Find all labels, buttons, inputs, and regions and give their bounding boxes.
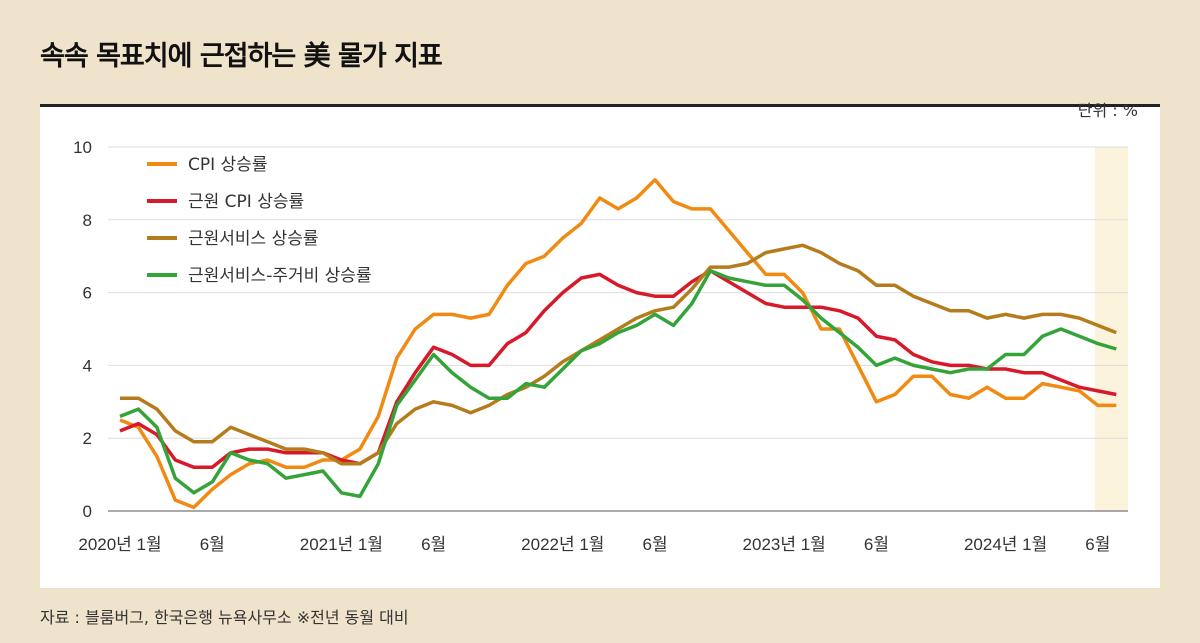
x-tick-label: 2020년 1월 <box>78 535 161 554</box>
source-note: 자료 : 블룸버그, 한국은행 뉴욕사무소 ※전년 동월 대비 <box>40 608 409 627</box>
series-line-2 <box>119 269 1117 470</box>
y-tick-label: 10 <box>73 138 92 157</box>
x-tick-label: 2024년 1월 <box>964 535 1047 554</box>
legend-label-1: CPI 상승률 <box>188 155 267 175</box>
x-tick-label: 6월 <box>421 535 446 554</box>
y-tick-label: 0 <box>83 502 92 521</box>
series-line-4 <box>119 269 1117 499</box>
y-tick-label: 8 <box>83 211 92 230</box>
y-tick-label: 2 <box>83 429 92 448</box>
x-tick-label: 6월 <box>864 535 889 554</box>
legend-label-4: 근원서비스-주거비 상승률 <box>188 266 372 286</box>
series-line-1 <box>119 178 1117 510</box>
x-tick-label: 6월 <box>1085 535 1110 554</box>
y-tick-label: 4 <box>83 356 92 375</box>
x-tick-label: 6월 <box>642 535 667 554</box>
unit-label: 단위 : % <box>1077 101 1138 120</box>
x-tick-label: 2021년 1월 <box>300 535 383 554</box>
legend-label-2: 근원 CPI 상승률 <box>188 192 304 212</box>
x-tick-label: 6월 <box>200 535 225 554</box>
title-rule <box>40 104 1160 107</box>
x-tick-label: 2022년 1월 <box>521 535 604 554</box>
series-line-3 <box>120 243 1117 466</box>
y-tick-label: 6 <box>83 284 92 303</box>
x-tick-label: 2023년 1월 <box>743 535 826 554</box>
legend-label-3: 근원서비스 상승률 <box>188 229 319 249</box>
chart-panel <box>40 107 1160 588</box>
chart-title: 속속 목표치에 근접하는 美 물가 지표 <box>40 41 443 72</box>
